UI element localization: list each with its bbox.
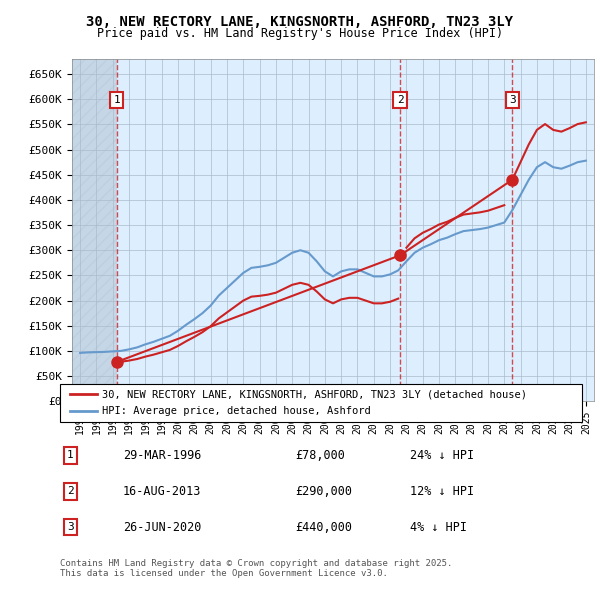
Text: 24% ↓ HPI: 24% ↓ HPI [410,449,474,462]
Text: 30, NEW RECTORY LANE, KINGSNORTH, ASHFORD, TN23 3LY (detached house): 30, NEW RECTORY LANE, KINGSNORTH, ASHFOR… [102,389,527,399]
Text: 3: 3 [67,522,74,532]
Text: 26-JUN-2020: 26-JUN-2020 [122,520,201,533]
Text: 29-MAR-1996: 29-MAR-1996 [122,449,201,462]
Text: £78,000: £78,000 [295,449,345,462]
Text: 2: 2 [67,486,74,496]
Text: 4% ↓ HPI: 4% ↓ HPI [410,520,467,533]
Text: Contains HM Land Registry data © Crown copyright and database right 2025.
This d: Contains HM Land Registry data © Crown c… [60,559,452,578]
Text: 1: 1 [113,95,120,105]
Text: 16-AUG-2013: 16-AUG-2013 [122,485,201,498]
Text: Price paid vs. HM Land Registry's House Price Index (HPI): Price paid vs. HM Land Registry's House … [97,27,503,40]
Bar [72,59,116,401]
Text: £440,000: £440,000 [295,520,352,533]
FancyBboxPatch shape [60,384,582,422]
Text: 1: 1 [67,450,74,460]
Text: 30, NEW RECTORY LANE, KINGSNORTH, ASHFORD, TN23 3LY: 30, NEW RECTORY LANE, KINGSNORTH, ASHFOR… [86,15,514,29]
Text: £290,000: £290,000 [295,485,352,498]
Text: HPI: Average price, detached house, Ashford: HPI: Average price, detached house, Ashf… [102,406,371,416]
Text: 2: 2 [397,95,404,105]
Text: 3: 3 [509,95,515,105]
Text: 12% ↓ HPI: 12% ↓ HPI [410,485,474,498]
